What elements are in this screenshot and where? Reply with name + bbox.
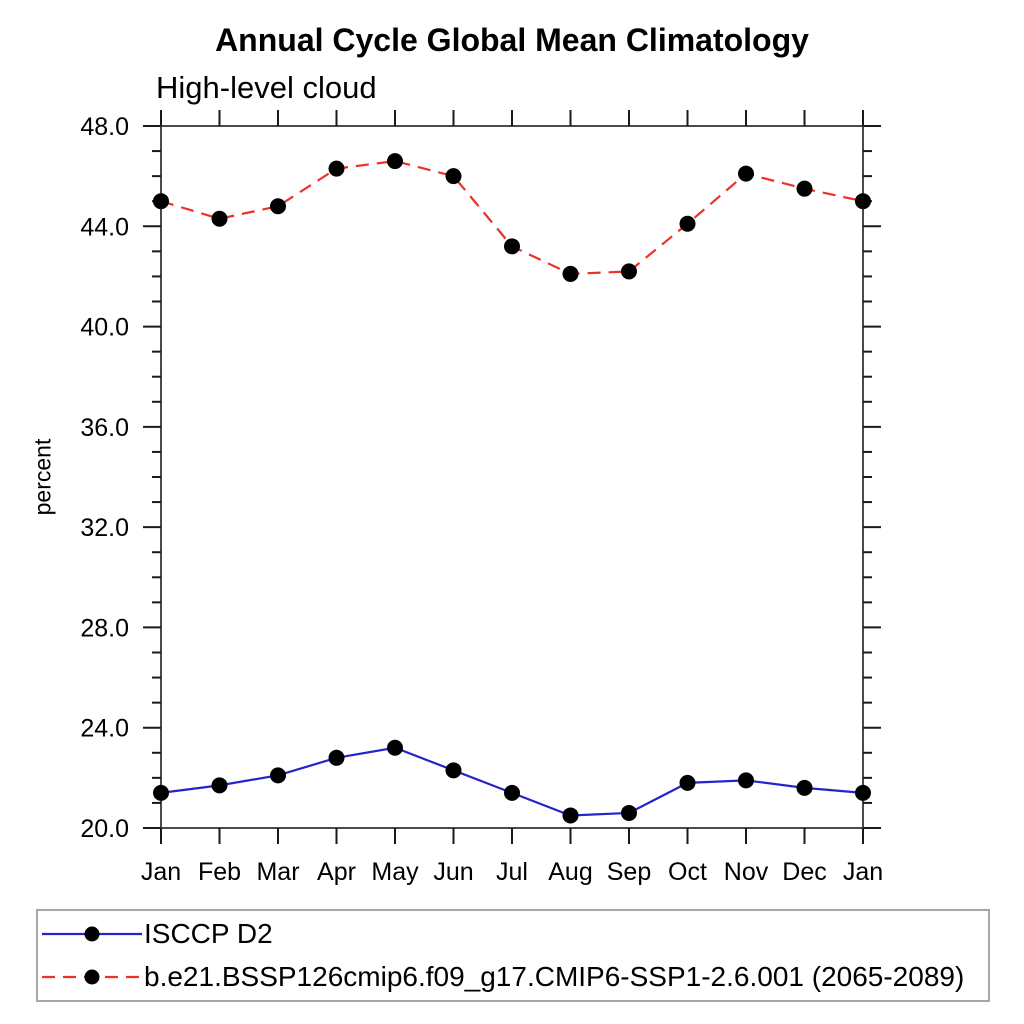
x-tick-label: Sep: [607, 858, 651, 886]
x-tick-label: Dec: [782, 858, 826, 886]
legend-item-isccp: ISCCP D2: [38, 914, 988, 954]
x-tick-label: Feb: [198, 858, 241, 886]
x-tick-label: Jul: [496, 858, 528, 886]
plot-frame: [160, 125, 864, 829]
data-point-marker: [153, 193, 169, 210]
x-tick-label: Jan: [843, 858, 883, 886]
x-tick-label: Aug: [548, 858, 592, 886]
y-tick-label: 20.0: [80, 815, 129, 843]
legend-label-isccp: ISCCP D2: [144, 918, 273, 949]
x-tick-label: Mar: [256, 858, 299, 886]
data-point-marker: [445, 168, 462, 185]
x-tick-label: Jan: [141, 858, 181, 886]
data-point-marker: [445, 762, 462, 779]
data-point-marker: [855, 193, 871, 210]
data-point-marker: [796, 779, 813, 796]
x-tick-label: Oct: [668, 858, 707, 886]
y-tick-label: 44.0: [80, 213, 129, 241]
legend-label-model: b.e21.BSSP126cmip6.f09_g17.CMIP6-SSP1-2.…: [144, 961, 965, 992]
x-tick-label: Nov: [724, 858, 769, 886]
series-line-1: [160, 159, 864, 276]
legend: ISCCP D2 b.e21.BSSP126cmip6.f09_g17.CMIP…: [36, 909, 990, 1002]
y-tick-label: 28.0: [80, 614, 129, 642]
data-point-marker: [796, 180, 813, 197]
data-point-marker: [562, 265, 579, 282]
chart-title: Annual Cycle Global Mean Climatology: [215, 22, 809, 58]
data-point-marker: [621, 804, 637, 821]
data-point-marker: [270, 198, 286, 215]
data-point-marker: [738, 772, 754, 789]
chart-subtitle: High-level cloud: [156, 70, 377, 105]
data-point-marker: [679, 774, 696, 791]
data-point-marker: [387, 739, 403, 756]
data-point-marker: [504, 784, 520, 801]
data-point-marker: [621, 263, 637, 280]
data-point-marker: [328, 749, 345, 766]
y-tick-label: 36.0: [80, 414, 129, 442]
y-tick-label: 32.0: [80, 514, 129, 542]
data-point-marker: [328, 160, 345, 177]
data-point-marker: [855, 784, 871, 801]
data-point-marker: [738, 165, 754, 182]
data-point-marker: [679, 215, 696, 232]
legend-swatch-dashed-line: [42, 969, 142, 985]
data-point-marker: [153, 784, 169, 801]
x-tick-label: Jun: [433, 858, 473, 886]
data-point-marker: [387, 153, 403, 170]
data-point-marker: [211, 777, 228, 794]
legend-swatch-solid-line: [42, 926, 142, 942]
data-point-marker: [562, 807, 579, 824]
x-tick-label: Apr: [317, 858, 356, 886]
data-point-marker: [211, 210, 228, 227]
series-line-0: [160, 746, 864, 817]
data-point-marker: [504, 238, 520, 255]
y-tick-label: 24.0: [80, 715, 129, 743]
y-tick-label: 40.0: [80, 314, 129, 342]
y-tick-label: 48.0: [80, 113, 129, 141]
legend-item-model: b.e21.BSSP126cmip6.f09_g17.CMIP6-SSP1-2.…: [38, 957, 988, 997]
data-point-marker: [270, 767, 286, 784]
x-tick-label: May: [371, 858, 419, 886]
